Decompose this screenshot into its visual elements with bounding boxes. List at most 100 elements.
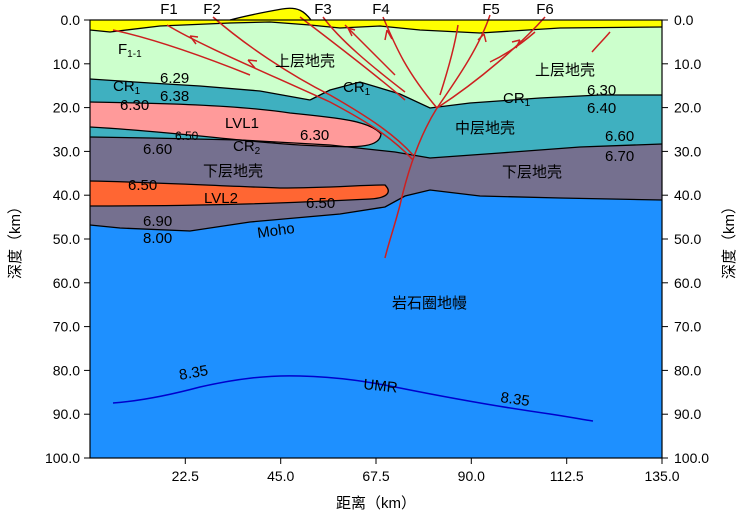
velocity-labels: 6.29 6.38 6.30 6.50 6.60 6.30 6.50 6.50 … xyxy=(120,70,634,410)
cr1-right-main: CR xyxy=(503,90,525,107)
fault-label-f5: F5 xyxy=(482,1,500,18)
fault-arrow-3 xyxy=(347,27,356,37)
y-tick-right-90: 90.0 xyxy=(674,406,701,422)
fault-f2-trace xyxy=(212,16,414,156)
y-tick-left-50: 50.0 xyxy=(53,231,80,247)
vel-8-35-a: 8.35 xyxy=(178,362,210,384)
main-fault xyxy=(384,107,438,259)
label-middle-crust: 中层地壳 xyxy=(455,120,515,137)
label-cr2: CR2 xyxy=(233,138,261,157)
vel-6-70: 6.70 xyxy=(605,148,634,165)
fault-f1-trace xyxy=(166,24,414,161)
y-tick-right-10: 10.0 xyxy=(674,56,701,72)
fault-f5-trace xyxy=(436,14,491,109)
y-tick-right-100: 100.0 xyxy=(674,450,709,466)
label-lower-crust-right: 下层地壳 xyxy=(502,164,562,181)
label-upper-crust-left: 上层地壳 xyxy=(275,53,335,70)
fault-label-f2: F2 xyxy=(203,1,221,18)
cr2-main: CR xyxy=(233,138,255,155)
label-cr1-middle: CR1 xyxy=(343,79,371,98)
vel-6-30-c: 6.30 xyxy=(587,82,616,99)
fault-arrow-1 xyxy=(189,35,199,45)
y-tick-left-70: 70.0 xyxy=(53,319,80,335)
y-tick-left-60: 60.0 xyxy=(53,275,80,291)
y-tick-right-70: 70.0 xyxy=(674,319,701,335)
fault-arrow-2 xyxy=(247,59,258,69)
sediment-base-line xyxy=(89,21,663,34)
y-tick-right-0: 0.0 xyxy=(674,12,694,28)
y-tick-right-40: 40.0 xyxy=(674,187,701,203)
fault-f3-trace xyxy=(322,16,406,93)
fault-f6-trace xyxy=(436,16,546,109)
lvl1-region xyxy=(90,102,381,147)
y-tick-left-0: 0.0 xyxy=(61,12,81,28)
layer-labels: 上层地壳 上层地壳 中层地壳 下层地壳 下层地壳 岩石圈地幔 LVL1 LVL2… xyxy=(203,53,595,397)
y-axis-title-left: 深度（km） xyxy=(7,199,24,279)
label-lvl2: LVL2 xyxy=(204,190,238,207)
y-tick-left-30: 30.0 xyxy=(53,143,80,159)
f1-1-main: F xyxy=(118,41,127,58)
topography-line xyxy=(229,7,312,21)
fault-arrow-6 xyxy=(511,39,521,49)
x-tick-45: 45.0 xyxy=(267,468,294,484)
x-tick-labels: 22.5 45.0 67.5 90.0 112.5 135.0 xyxy=(172,468,680,484)
fault-branch-5 xyxy=(591,31,611,53)
lvl2-boundary-line xyxy=(89,180,389,207)
y-tick-left-10: 10.0 xyxy=(53,56,80,72)
fault-label-f6: F6 xyxy=(536,1,554,18)
cr1-right-sub: 1 xyxy=(525,98,531,109)
x-tick-67-5: 67.5 xyxy=(362,468,389,484)
y-tick-right-80: 80.0 xyxy=(674,362,701,378)
label-cr1-left: CR1 xyxy=(113,78,141,97)
cr2-interface-line xyxy=(89,136,663,159)
label-cr1-right: CR1 xyxy=(503,90,531,109)
fault-f1-1-trace xyxy=(112,29,251,76)
y-tick-left-100: 100.0 xyxy=(45,450,80,466)
label-upper-crust-right: 上层地壳 xyxy=(535,62,595,79)
vel-6-50-c: 6.50 xyxy=(306,195,335,212)
vel-8-35-b: 8.35 xyxy=(499,389,530,410)
vel-6-38: 6.38 xyxy=(160,88,189,105)
fault-f4-trace xyxy=(382,16,438,109)
moho-line xyxy=(89,189,663,232)
y-axis-title-right: 深度（km） xyxy=(721,199,738,279)
y-tick-right-30: 30.0 xyxy=(674,143,701,159)
vel-6-40: 6.40 xyxy=(587,100,616,117)
x-tick-135: 135.0 xyxy=(644,468,679,484)
cr2-sub: 2 xyxy=(255,146,261,157)
lvl1-boundary-line xyxy=(89,101,382,148)
cr1-mid-sub: 1 xyxy=(365,87,371,98)
vel-6-29: 6.29 xyxy=(160,70,189,87)
vel-6-50-a: 6.50 xyxy=(175,129,199,143)
vel-6-90: 6.90 xyxy=(143,213,172,230)
tick-marks xyxy=(84,19,668,464)
x-tick-22-5: 22.5 xyxy=(172,468,199,484)
sediment-layer xyxy=(90,8,662,33)
y-tick-right-60: 60.0 xyxy=(674,275,701,291)
x-tick-90: 90.0 xyxy=(458,468,485,484)
label-lithospheric-mantle: 岩石圈地幔 xyxy=(392,295,467,312)
x-axis-title: 距离（km） xyxy=(336,495,416,512)
vel-6-60-a: 6.60 xyxy=(143,141,172,158)
fault-arrow-5 xyxy=(477,33,487,43)
umr-line xyxy=(112,375,594,422)
lvl2-region xyxy=(90,181,389,206)
label-lvl1: LVL1 xyxy=(225,115,259,132)
y-tick-left-40: 40.0 xyxy=(53,187,80,203)
cr1-interface-line xyxy=(89,78,662,109)
y-tick-right-20: 20.0 xyxy=(674,100,701,116)
fault-label-f3: F3 xyxy=(314,1,332,18)
vel-6-30-a: 6.30 xyxy=(120,97,149,114)
vel-6-30-b: 6.30 xyxy=(300,127,329,144)
y-tick-right-50: 50.0 xyxy=(674,231,701,247)
cr1-left-main: CR xyxy=(113,78,135,95)
x-tick-112-5: 112.5 xyxy=(550,468,584,484)
fault-label-f4: F4 xyxy=(372,1,390,18)
y-tick-left-90: 90.0 xyxy=(53,406,80,422)
fault-labels: F1 F2 F3 F4 F5 F6 xyxy=(160,1,554,18)
label-lower-crust-left: 下层地壳 xyxy=(203,163,263,180)
fault-label-f1: F1 xyxy=(160,1,178,18)
fault-label-f1-1: F1-1 xyxy=(118,41,142,60)
fault-branch-3 xyxy=(439,24,459,96)
